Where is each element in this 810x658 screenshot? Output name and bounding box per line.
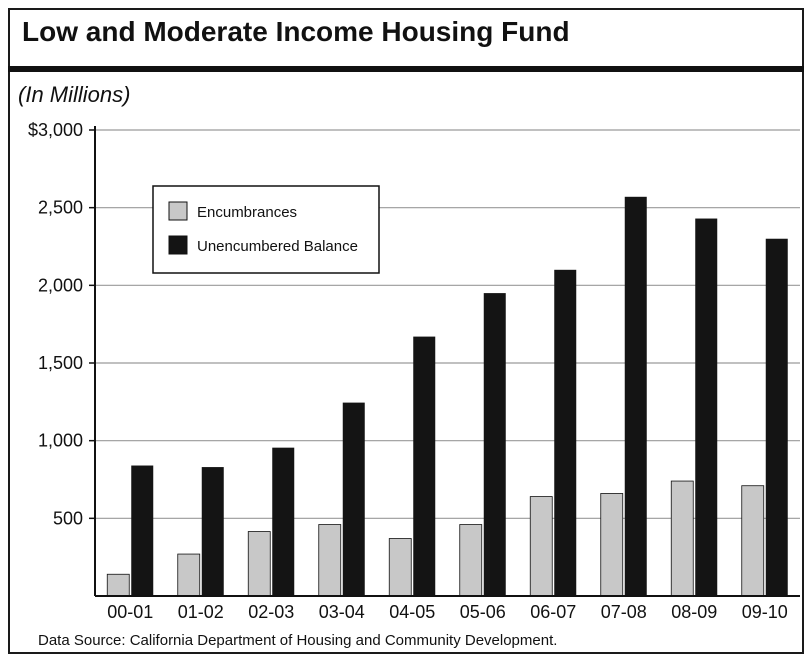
bar-encumbrances — [600, 493, 624, 597]
bar-encumbrances — [247, 531, 271, 597]
legend-box — [152, 185, 380, 274]
bar-unencumbered-balance — [272, 447, 295, 596]
legend-swatch-unencumbered-balance — [168, 235, 188, 255]
axes — [94, 126, 800, 597]
bar-unencumbered-balance — [624, 196, 647, 596]
x-tick-label: 04-05 — [389, 602, 435, 622]
x-tick-label: 08-09 — [671, 602, 717, 622]
bar-encumbrances — [318, 524, 342, 597]
y-tick-labels: 500 1,000 1,500 2,000 2,500 $3,000 — [28, 120, 83, 528]
x-tick-label: 06-07 — [530, 602, 576, 622]
chart-subtitle: (In Millions) — [18, 82, 131, 107]
bar-unencumbered-balance — [413, 336, 436, 596]
y-tick-label: 2,000 — [38, 275, 83, 295]
bar-unencumbered-balance — [483, 293, 506, 596]
bar-unencumbered-balance — [201, 467, 224, 596]
bar-unencumbered-balance — [765, 238, 788, 596]
y-tick-label: 1,000 — [38, 431, 83, 451]
x-tick-label: 00-01 — [107, 602, 153, 622]
bar-encumbrances — [106, 573, 130, 597]
bar-unencumbered-balance — [554, 269, 577, 596]
legend-label-unencumbered-balance: Unencumbered Balance — [197, 238, 358, 255]
bar-encumbrances — [529, 496, 553, 597]
legend-swatch-encumbrances — [168, 201, 188, 221]
chart-title: Low and Moderate Income Housing Fund — [22, 16, 570, 47]
x-tick-label: 03-04 — [319, 602, 365, 622]
title-divider — [8, 66, 804, 72]
bars — [106, 196, 788, 597]
data-source-note: Data Source: California Department of Ho… — [38, 632, 558, 649]
x-tick-labels: 00-01 01-02 02-03 03-04 04-05 05-06 06-07 07-08… — [107, 602, 788, 622]
y-tick-label: $3,000 — [28, 120, 83, 140]
bar-encumbrances — [388, 538, 412, 597]
x-tick-label: 01-02 — [178, 602, 224, 622]
y-tick-label: 1,500 — [38, 353, 83, 373]
legend-label-encumbrances: Encumbrances — [197, 204, 297, 221]
y-tick-label: 2,500 — [38, 198, 83, 218]
x-tick-label: 07-08 — [601, 602, 647, 622]
x-tick-label: 09-10 — [742, 602, 788, 622]
y-tick-label: 500 — [53, 508, 83, 528]
x-tick-label: 02-03 — [248, 602, 294, 622]
bar-unencumbered-balance — [131, 465, 154, 596]
bar-encumbrances — [670, 480, 694, 597]
legend: Encumbrances Unencumbered Balance — [152, 185, 380, 274]
bar-unencumbered-balance — [342, 402, 365, 596]
bar-encumbrances — [177, 553, 201, 597]
bar-encumbrances — [459, 524, 483, 597]
x-tick-label: 05-06 — [460, 602, 506, 622]
bar-unencumbered-balance — [695, 218, 718, 597]
bar-encumbrances — [741, 485, 765, 597]
